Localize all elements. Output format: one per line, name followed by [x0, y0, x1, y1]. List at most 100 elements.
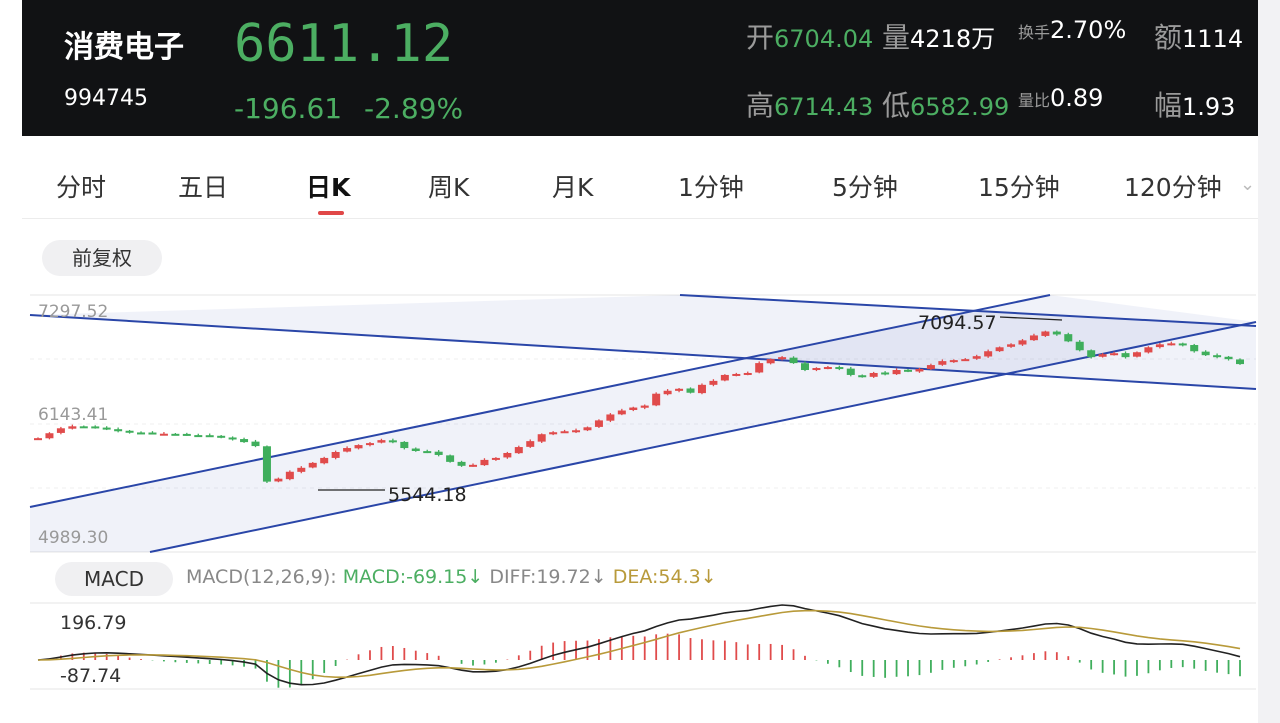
candle-body — [45, 433, 54, 439]
candle-body — [68, 426, 77, 429]
candle-body — [446, 455, 455, 462]
candle-body — [892, 370, 901, 375]
falling-channel-lower[interactable] — [29, 314, 1257, 390]
candle-body — [606, 414, 615, 421]
active-tab-indicator — [318, 211, 344, 215]
candle-body — [915, 369, 924, 372]
candle-body — [331, 451, 340, 458]
tab-15min[interactable]: 15分钟 — [978, 173, 1060, 202]
candle-body — [629, 407, 638, 411]
candle-body — [285, 471, 294, 480]
falling-channel-fill — [30, 295, 1256, 389]
candle-body — [1052, 331, 1061, 335]
candle-body — [961, 359, 970, 362]
candle-body — [1029, 335, 1038, 341]
candle-body — [308, 462, 317, 468]
stat-amplitude: 幅1.93 — [1154, 89, 1236, 122]
candle-body — [159, 433, 168, 436]
tab-five-day[interactable]: 五日 — [178, 173, 229, 202]
diff-line — [37, 604, 1241, 686]
candle-body — [560, 431, 569, 434]
candle-body — [125, 430, 134, 433]
candle-body — [171, 433, 180, 436]
candle-body — [1167, 343, 1176, 346]
candle-body — [1110, 353, 1119, 356]
stat-volume-ratio: 量比0.89 — [1018, 84, 1104, 112]
candle-body — [400, 441, 409, 449]
tab-5min[interactable]: 5分钟 — [832, 173, 898, 202]
index-name: 消费电子 — [64, 30, 184, 65]
tab-minute[interactable]: 分时 — [56, 173, 107, 202]
price-change: -196.61 — [234, 92, 343, 125]
tab-1min[interactable]: 1分钟 — [678, 173, 744, 202]
stat-high: 高6714.43 — [746, 89, 874, 122]
candle-body — [491, 457, 500, 460]
candle-body — [1064, 334, 1073, 342]
candle-body — [434, 451, 443, 455]
high-marker-line — [999, 316, 1063, 321]
candle-body — [594, 420, 603, 427]
candle-body — [297, 467, 306, 472]
candle-body — [617, 410, 626, 415]
candle-body — [800, 363, 809, 371]
candle-body — [1087, 350, 1096, 358]
tab-monthly-k[interactable]: 月K — [552, 173, 594, 202]
candle-body — [388, 440, 397, 443]
candle-body — [205, 435, 214, 438]
candle-body — [972, 356, 981, 359]
candle-body — [457, 461, 466, 466]
candle-body — [1121, 353, 1130, 358]
rising-channel-upper[interactable] — [29, 294, 1051, 508]
candle-body — [949, 360, 958, 363]
price-axis-top: 7297.52 — [38, 302, 109, 322]
macd-axis-top: 196.79 — [60, 612, 127, 634]
candle-body — [148, 432, 157, 435]
dea-line — [37, 609, 1241, 678]
candle-body — [812, 368, 821, 371]
candle-body — [743, 372, 752, 375]
diff-value: DIFF:19.72↓ — [489, 566, 607, 588]
candle-body — [686, 388, 695, 393]
left-edge — [0, 0, 22, 723]
candle-body — [469, 464, 478, 467]
macd-indicator-button[interactable]: MACD — [55, 562, 173, 596]
candle-body — [194, 435, 203, 438]
candle-body — [1236, 359, 1244, 365]
candle-body — [869, 372, 878, 377]
candle-body — [904, 369, 913, 372]
macd-value: MACD:-69.15↓ — [342, 566, 484, 588]
candle-body — [503, 452, 512, 458]
candle-body — [697, 384, 706, 394]
falling-channel-upper[interactable] — [679, 294, 1257, 327]
candle-body — [354, 445, 363, 449]
candle-body — [411, 448, 420, 452]
price-axis-mid: 6143.41 — [38, 405, 109, 425]
candle-body — [663, 390, 672, 395]
current-price: 6611.12 — [234, 14, 454, 74]
rising-channel-lower[interactable] — [149, 321, 1257, 553]
stat-volume: 量4218万 — [882, 21, 996, 54]
candle-body — [514, 447, 523, 454]
dea-value: DEA:54.3↓ — [612, 566, 717, 588]
adjust-mode-button[interactable]: 前复权 — [42, 240, 162, 276]
candle-body — [423, 451, 432, 454]
candle-body — [262, 446, 271, 482]
candle-body — [926, 365, 935, 370]
candle-body — [480, 459, 489, 466]
tab-120min[interactable]: 120分钟 — [1124, 173, 1222, 202]
candle-body — [732, 373, 741, 376]
high-annotation: 7094.57 — [918, 312, 997, 334]
candle-body — [526, 441, 535, 447]
period-tabs: 分时 五日 日K 周K 月K 1分钟 5分钟 15分钟 120分钟 ⌄ — [22, 150, 1258, 219]
candle-body — [938, 361, 947, 365]
candle-body — [720, 374, 729, 381]
tab-weekly-k[interactable]: 周K — [428, 173, 470, 202]
tab-daily-k[interactable]: 日K — [306, 173, 351, 202]
candle-body — [1144, 347, 1153, 353]
candle-body — [251, 441, 260, 447]
more-tabs-chevron-icon[interactable]: ⌄ — [1240, 174, 1256, 195]
candle-body — [984, 351, 993, 357]
macd-axis-bottom: -87.74 — [60, 665, 122, 687]
candle-body — [102, 427, 111, 430]
